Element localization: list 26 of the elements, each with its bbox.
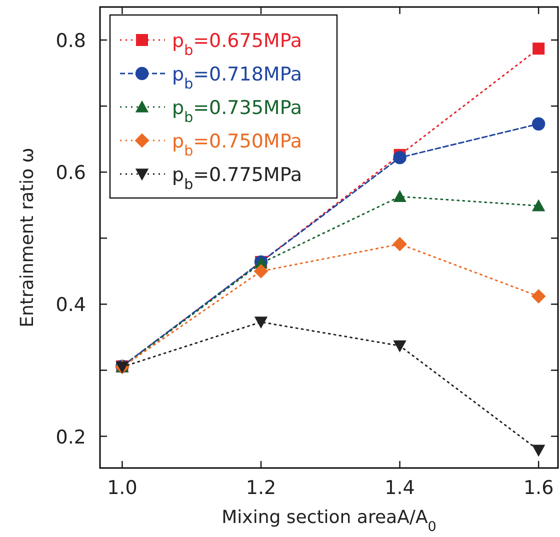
x-tick-label: 1.0 [107, 477, 138, 499]
point [532, 117, 546, 130]
x-tick-label: 1.4 [384, 477, 415, 499]
y-tick-label: 0.2 [56, 426, 86, 448]
legend-label: p$_{b}$=0.675MPa [172, 30, 302, 59]
legend-label: p$_{b}$=0.775MPa [172, 164, 302, 193]
point [532, 444, 546, 457]
y-tick-label: 0.6 [56, 162, 86, 184]
point [532, 42, 545, 55]
legend-label: p$_{b}$=0.735MPa [172, 97, 302, 126]
point [392, 236, 407, 252]
y-tick-label: 0.4 [56, 294, 86, 316]
point [393, 340, 406, 352]
legend-label: p$_{b}$=0.750MPa [172, 130, 302, 160]
y-axis-title: Entrainment ratio ω [17, 148, 38, 328]
point [531, 289, 546, 304]
point [254, 264, 268, 278]
point [532, 199, 546, 212]
point [393, 150, 406, 164]
point [254, 316, 268, 329]
x-axis-title: Mixing section areaA/A$_{0}$ [222, 507, 436, 535]
legend-label: p$_{b}$=0.718MPa [172, 64, 302, 92]
x-tick-label: 1.6 [523, 477, 554, 499]
y-tick-label: 0.8 [56, 30, 86, 52]
x-tick-label: 1.2 [246, 477, 276, 499]
point [393, 190, 406, 202]
